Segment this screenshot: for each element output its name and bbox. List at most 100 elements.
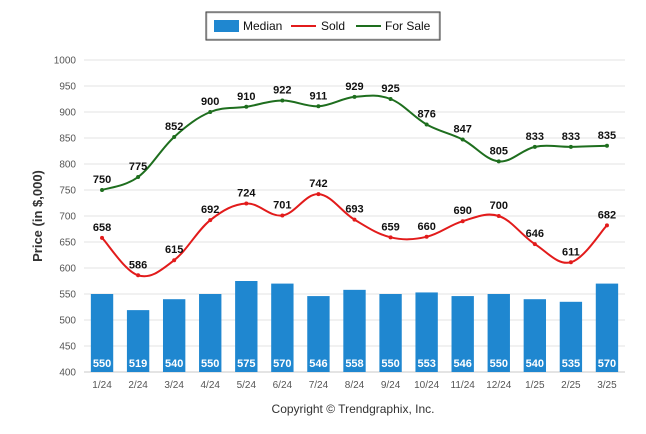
- y-axis-ticks: 400 450 500 550 600 650 700 750 800 850 900 950 1000: [54, 56, 77, 379]
- median-bar: [307, 296, 330, 372]
- median-bar: [379, 294, 402, 372]
- data-labels: 550 519 540 550 575 570 546 558 550 553 546 550 540 5…: [93, 81, 616, 370]
- median-bar: [595, 283, 619, 372]
- for-sale-point: [496, 159, 501, 164]
- median-bar-label: 570: [273, 358, 291, 370]
- sold-data-label: 615: [165, 244, 183, 256]
- sold-data-label: 742: [309, 178, 327, 190]
- copyright-text: Copyright © Trendgraphix, Inc.: [272, 402, 435, 416]
- median-bar-label: 546: [454, 358, 472, 370]
- y-axis-label: Price (in $,000): [30, 170, 45, 262]
- for-sale-data-label: 900: [201, 96, 219, 108]
- sold-point: [424, 234, 429, 239]
- median-bar: [235, 281, 258, 372]
- y-tick-label: 750: [59, 186, 76, 197]
- x-tick-label: 5/24: [237, 380, 257, 391]
- median-bar-label: 540: [165, 358, 183, 370]
- y-tick-label: 600: [59, 264, 76, 275]
- median-bar-label: 570: [598, 358, 616, 370]
- median-bars: [90, 281, 619, 372]
- median-bar-label: 519: [129, 358, 147, 370]
- median-bar-label: 558: [345, 358, 363, 370]
- legend-box: [205, 11, 441, 41]
- y-tick-label: 500: [59, 316, 76, 327]
- sold-point: [604, 223, 609, 228]
- for-sale-point: [100, 188, 105, 192]
- median-bar-label: 575: [237, 358, 255, 370]
- for-sale-point: [460, 137, 465, 142]
- median-bar: [90, 294, 114, 372]
- median-bar: [451, 296, 474, 372]
- legend-median-label: Median: [243, 19, 282, 33]
- y-tick-label: 950: [59, 82, 76, 93]
- sold-data-label: 682: [598, 209, 616, 221]
- for-sale-point: [316, 104, 321, 109]
- median-bar-label: 550: [201, 358, 219, 370]
- sold-point: [244, 201, 249, 206]
- x-tick-label: 1/25: [525, 380, 545, 391]
- x-tick-label: 9/24: [381, 380, 401, 391]
- median-bar: [523, 299, 547, 372]
- median-bar: [199, 294, 222, 372]
- for-sale-data-label: 876: [417, 108, 435, 120]
- y-tick-label: 700: [59, 212, 76, 223]
- x-tick-label: 3/25: [597, 380, 617, 391]
- sold-point: [460, 219, 465, 224]
- for-sale-point: [172, 134, 177, 139]
- y-tick-label: 850: [59, 134, 76, 145]
- sold-point: [280, 213, 285, 218]
- for-sale-point: [208, 110, 213, 114]
- x-tick-label: 2/25: [561, 380, 581, 391]
- for-sale-data-label: 925: [381, 83, 399, 95]
- sold-data-label: 658: [93, 222, 111, 234]
- y-tick-label: 800: [59, 160, 76, 171]
- median-bar-label: 546: [309, 358, 327, 370]
- sold-data-label: 700: [490, 200, 508, 212]
- sold-data-label: 660: [417, 221, 435, 233]
- sold-data-label: 701: [273, 199, 291, 211]
- for-sale-point: [424, 122, 429, 127]
- median-bar: [415, 292, 438, 372]
- x-tick-label: 3/24: [164, 380, 184, 391]
- legend-median-swatch: [214, 20, 239, 32]
- y-tick-label: 650: [59, 238, 76, 249]
- sold-data-label: 724: [237, 188, 256, 200]
- y-tick-label: 1000: [54, 56, 77, 67]
- sold-point: [532, 242, 537, 247]
- median-bar: [162, 299, 186, 372]
- legend: Median Sold For Sale: [205, 11, 441, 41]
- sold-data-label: 586: [129, 259, 147, 271]
- median-bar-label: 535: [562, 358, 580, 370]
- x-tick-label: 12/24: [486, 380, 511, 391]
- for-sale-point: [244, 104, 249, 109]
- sold-point: [100, 235, 105, 240]
- median-bar-label: 550: [490, 358, 508, 370]
- y-tick-label: 450: [59, 342, 76, 353]
- sold-point: [208, 218, 213, 223]
- sold-data-label: 690: [454, 205, 472, 217]
- x-tick-label: 1/24: [92, 380, 112, 391]
- sold-point: [316, 192, 321, 197]
- median-bar: [271, 283, 294, 372]
- for-sale-point: [532, 144, 537, 149]
- median-bar: [126, 310, 150, 372]
- for-sale-data-label: 911: [310, 90, 328, 102]
- for-sale-data-label: 833: [526, 131, 544, 143]
- median-bar: [343, 289, 366, 372]
- y-tick-label: 900: [59, 108, 76, 119]
- sold-point: [172, 258, 177, 263]
- median-bar-label: 550: [381, 358, 399, 370]
- line-series: [100, 94, 609, 278]
- sold-data-label: 646: [526, 228, 544, 240]
- median-bar-label: 550: [93, 358, 111, 370]
- for-sale-data-label: 805: [490, 145, 508, 157]
- sold-data-label: 611: [562, 246, 580, 258]
- for-sale-data-label: 847: [454, 124, 472, 136]
- for-sale-point: [568, 144, 573, 149]
- x-tick-label: 11/24: [451, 380, 476, 391]
- median-bar-label: 540: [526, 358, 544, 370]
- for-sale-point: [280, 98, 285, 103]
- x-tick-label: 6/24: [273, 380, 293, 391]
- for-sale-point: [352, 94, 357, 99]
